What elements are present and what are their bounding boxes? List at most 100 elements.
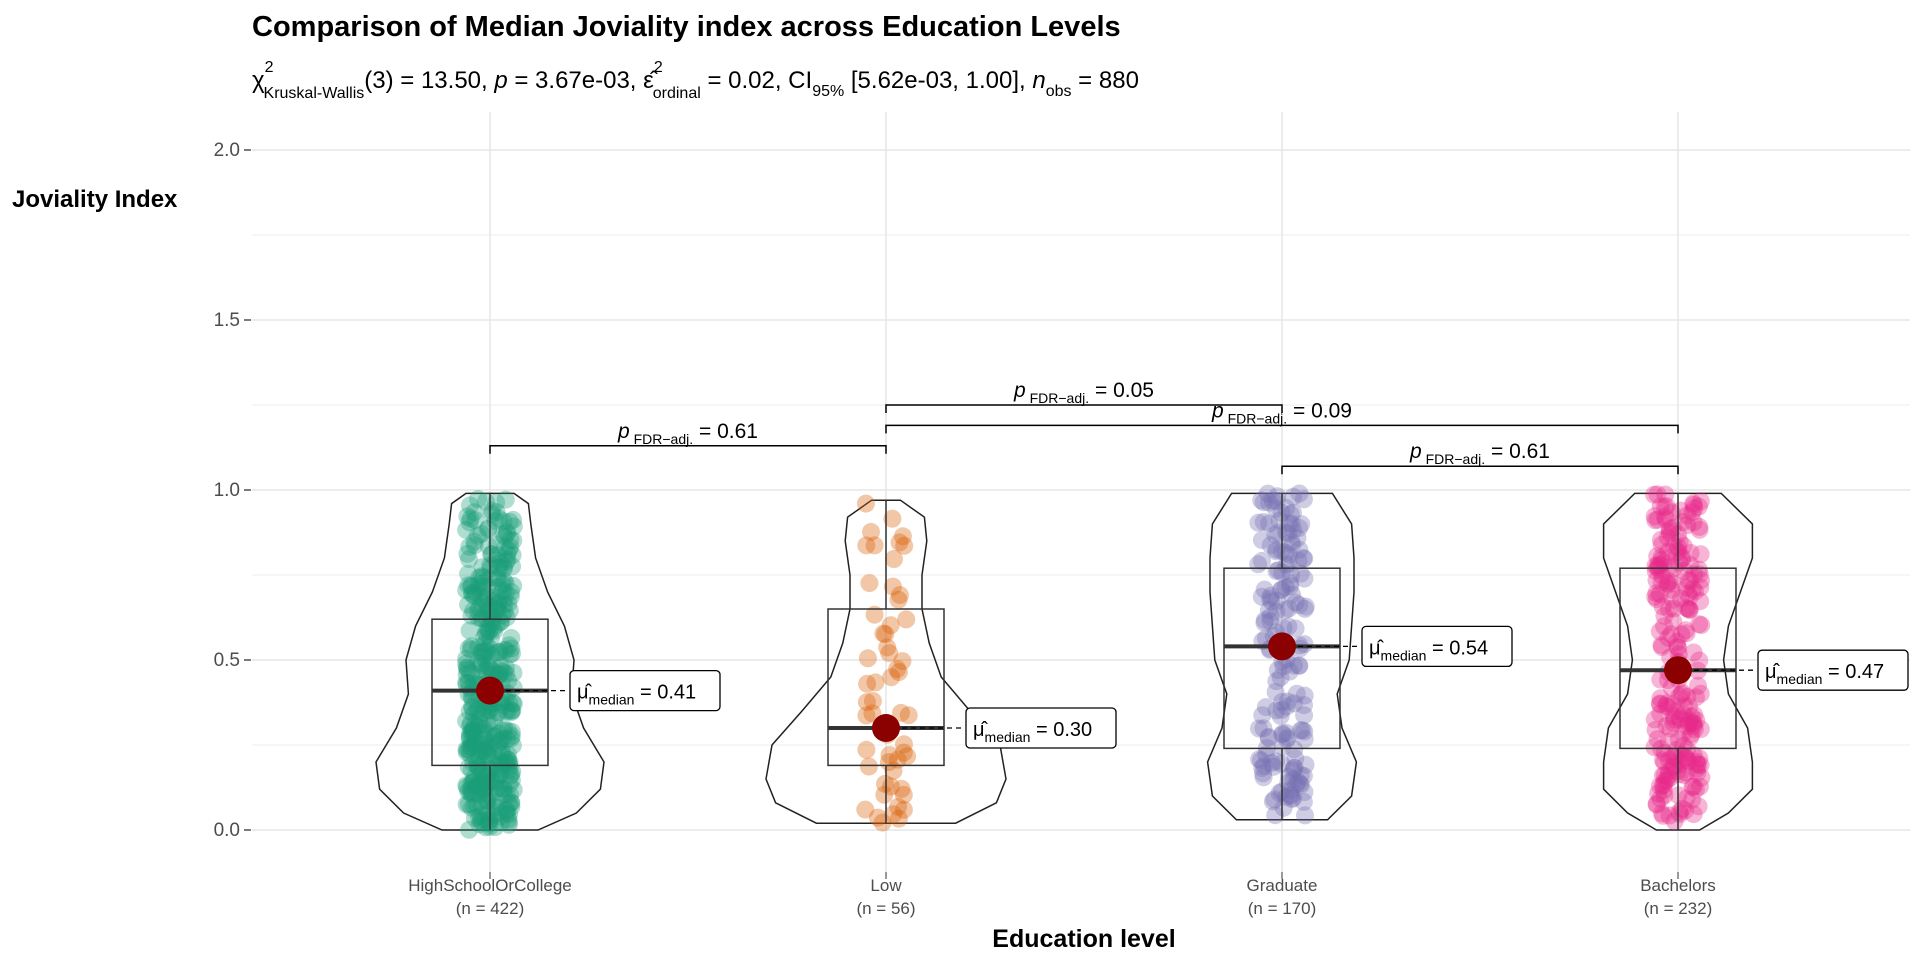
data-point: [491, 553, 510, 572]
y-tick-label: 0.5: [214, 650, 240, 671]
data-point: [866, 673, 885, 692]
data-point: [1260, 493, 1279, 512]
data-point: [1659, 575, 1678, 594]
data-point: [464, 724, 483, 743]
data-point: [1254, 768, 1273, 787]
data-point: [1692, 616, 1711, 635]
data-point: [494, 525, 513, 544]
data-point: [1652, 572, 1671, 591]
data-point: [1687, 711, 1706, 730]
median-label: μ̂median = 0.30: [973, 719, 1092, 745]
data-point: [497, 552, 516, 571]
subtitle-n-sub: obs: [1046, 83, 1072, 100]
data-point: [500, 805, 519, 824]
comparison-label: p FDR−adj. = 0.61: [1409, 440, 1550, 467]
data-point: [462, 734, 481, 752]
data-point: [472, 656, 491, 675]
data-point: [1683, 713, 1702, 732]
data-point: [458, 659, 477, 678]
data-point: [1664, 574, 1683, 593]
data-point: [1286, 593, 1305, 612]
data-point: [475, 730, 494, 749]
data-point: [476, 641, 495, 660]
data-point: [459, 782, 478, 801]
data-point: [1271, 707, 1290, 725]
subtitle-ci-sub: 95%: [812, 83, 844, 100]
data-point: [501, 538, 520, 557]
comparison-bracket: [489, 445, 887, 454]
data-point: [459, 758, 478, 777]
data-point: [1677, 789, 1696, 808]
data-point: [1285, 758, 1304, 777]
data-point: [1655, 617, 1674, 636]
comparison-label: p FDR−adj. = 0.61: [617, 420, 758, 447]
data-point: [499, 750, 518, 769]
data-point: [1686, 780, 1705, 799]
data-point: [1650, 622, 1669, 641]
data-point: [1668, 637, 1687, 656]
data-point: [458, 661, 477, 680]
data-point: [497, 641, 516, 660]
data-point: [460, 728, 479, 747]
data-point: [471, 735, 490, 754]
data-point: [859, 757, 878, 776]
data-point: [1261, 536, 1280, 555]
data-point: [486, 511, 505, 530]
data-point: [477, 767, 496, 785]
data-point: [860, 574, 879, 593]
data-point: [494, 663, 513, 682]
data-point: [457, 581, 476, 600]
data-point: [499, 671, 518, 690]
data-point: [473, 577, 492, 595]
data-point: [1284, 761, 1303, 780]
data-point: [470, 574, 489, 593]
median-point: [476, 676, 504, 705]
data-point: [1660, 762, 1679, 781]
data-point: [1277, 730, 1296, 749]
data-point: [477, 745, 496, 764]
data-point: [1267, 562, 1286, 581]
data-point: [461, 737, 480, 756]
data-point: [470, 758, 489, 777]
data-point: [1295, 783, 1314, 801]
data-point: [469, 490, 487, 508]
median-markers: μ̂median = 0.41μ̂median = 0.30μ̂median =…: [476, 625, 1909, 749]
data-point: [1664, 599, 1683, 618]
data-point: [483, 501, 502, 520]
data-point: [479, 804, 498, 823]
data-point: [1672, 550, 1691, 569]
data-point: [1653, 776, 1672, 795]
data-point: [1680, 588, 1699, 607]
data-point: [876, 625, 895, 644]
data-point: [461, 714, 480, 733]
subtitle-effect-sup: 2: [654, 59, 663, 76]
data-point: [459, 795, 478, 814]
data-point: [487, 551, 506, 570]
data-point: [1647, 794, 1666, 813]
data-point: [1290, 518, 1309, 537]
subtitle-stat-sup: 2: [265, 59, 274, 76]
data-point: [1683, 580, 1702, 599]
data-point: [488, 568, 507, 587]
data-point: [1660, 768, 1679, 787]
data-point: [500, 757, 519, 776]
data-point: [1286, 619, 1305, 638]
data-point: [474, 573, 493, 592]
data-point: [1690, 517, 1709, 536]
data-point: [499, 722, 518, 741]
data-point: [1253, 706, 1272, 725]
median-label-box: [1757, 649, 1909, 691]
data-point: [499, 594, 518, 613]
data-point: [1650, 694, 1669, 713]
data-point: [459, 639, 478, 658]
data-point: [500, 753, 519, 772]
data-point: [1295, 635, 1314, 654]
data-point: [1681, 544, 1700, 562]
data-point: [1296, 597, 1315, 616]
subtitle-stat-sub: Kruskal-Wallis: [264, 85, 365, 102]
data-point: [471, 714, 490, 733]
data-point: [857, 706, 876, 725]
data-point: [1287, 775, 1306, 794]
data-point: [1276, 543, 1295, 562]
data-point: [491, 657, 510, 676]
